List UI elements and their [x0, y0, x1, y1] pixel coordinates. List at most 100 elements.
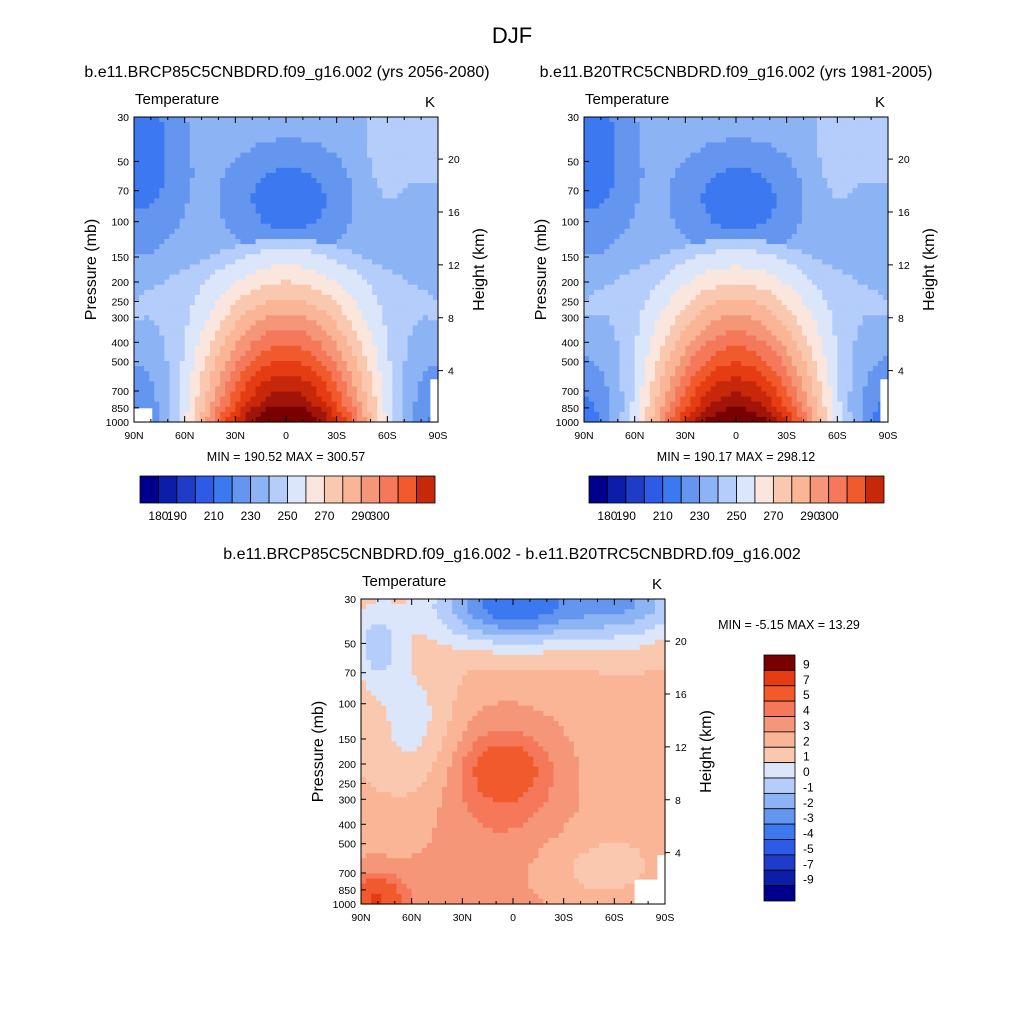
panel1-cell — [392, 335, 399, 342]
panel1-cell — [367, 172, 373, 179]
panel1-cell — [356, 223, 363, 230]
panel1-cell — [159, 396, 165, 403]
panel1-cell — [362, 122, 368, 128]
panel1-cell — [407, 198, 414, 205]
panel1-cell — [204, 350, 211, 357]
panel1-cell — [326, 264, 333, 271]
panel1-cell — [149, 142, 155, 149]
panel1-cell — [356, 350, 363, 357]
panel1-cell — [139, 193, 145, 199]
panel1-cell — [204, 315, 211, 321]
panel1-cell — [351, 193, 358, 199]
panel1-cell — [321, 335, 328, 342]
panel1-cell — [154, 371, 160, 377]
panel2-cell — [619, 193, 626, 199]
panel1-cell — [189, 376, 196, 382]
panel1-cell — [280, 259, 287, 266]
panel1-cell — [286, 274, 292, 281]
panel2-cell — [690, 218, 697, 225]
panel2-cell — [720, 213, 727, 220]
panel1-cell — [134, 117, 140, 123]
panel1-cell — [286, 391, 292, 398]
panel1-cell — [306, 127, 312, 133]
panel1-cell — [372, 117, 378, 123]
panel2-cell — [654, 132, 661, 138]
panel1-cell — [392, 233, 399, 240]
panel1-cell — [250, 122, 257, 128]
panel1-cell — [215, 335, 221, 342]
panel1-cell — [230, 355, 236, 362]
panel1-cell — [265, 300, 272, 306]
panel1-cell — [174, 320, 181, 327]
panel1-cell — [331, 228, 338, 235]
panel1-cell — [225, 386, 231, 393]
panel1-cell — [351, 310, 358, 316]
panel2-cell — [700, 218, 707, 225]
panel1-cell — [331, 289, 338, 296]
panel1-cell — [417, 228, 424, 235]
panel1-cell — [367, 152, 373, 159]
panel1-cell — [139, 137, 145, 144]
panel1-cell — [316, 264, 323, 271]
panel1-cell — [432, 361, 439, 367]
panel1-cell — [240, 315, 247, 321]
panel1-cell — [149, 167, 155, 174]
panel2-cell — [730, 213, 737, 220]
panel2-cell — [619, 167, 626, 174]
panel1-mask — [134, 408, 153, 422]
panel1-cell — [255, 345, 262, 352]
panel1-cell — [169, 289, 176, 296]
panel2-cell — [746, 183, 752, 189]
panel2-cell — [619, 137, 626, 144]
panel1-cell — [301, 264, 307, 271]
panel1-cell — [417, 315, 424, 321]
panel2-cell — [685, 167, 691, 174]
panel1-cell — [336, 228, 343, 235]
panel2-cell — [791, 157, 798, 164]
panel2-cell — [609, 127, 615, 133]
panel1-cell — [250, 396, 257, 403]
panel1-cell — [220, 386, 226, 393]
panel1-cell — [230, 208, 236, 215]
panel1-cell — [392, 183, 399, 189]
panel2-cell — [715, 218, 722, 225]
panel1-cell — [356, 345, 363, 352]
panel1-cell — [372, 416, 378, 423]
panel1-cell — [215, 218, 221, 225]
panel1-cell — [407, 305, 414, 311]
panel1-cell — [215, 300, 221, 306]
panel1-cell — [225, 198, 231, 205]
panel1-cell — [245, 411, 252, 418]
panel1-cell — [382, 371, 388, 377]
panel2-cell — [619, 132, 626, 138]
panel1-cell — [184, 325, 191, 332]
panel1-cell — [139, 147, 145, 154]
panel2-cell — [720, 142, 727, 149]
panel1-cell — [245, 350, 252, 357]
panel1-cell — [422, 305, 429, 311]
panel2-cell — [741, 178, 747, 184]
panel1-cell — [240, 361, 247, 367]
panel2-cell — [649, 137, 656, 144]
panel1-cell — [422, 218, 429, 225]
panel2-cell — [710, 218, 717, 225]
panel1-cell — [210, 198, 216, 205]
panel1-cell — [215, 386, 221, 393]
panel1-cell — [422, 381, 429, 388]
panel2-cell — [670, 132, 676, 138]
panel1-cell — [149, 355, 155, 362]
panel1-cell — [301, 152, 307, 159]
panel1-cell — [301, 228, 307, 235]
panel1-cell — [210, 274, 216, 281]
panel1-cell — [392, 218, 399, 225]
panel1-cell — [265, 350, 272, 357]
panel2-panel: Temperature Kb.e11.B20TRC5CNBDRD.f09_g16.… — [533, 64, 938, 442]
panel1-cell — [210, 305, 216, 311]
panel1-cell — [432, 147, 439, 154]
panel1-cell — [417, 381, 424, 388]
panel1-cell — [407, 172, 414, 179]
panel1-cell — [255, 162, 262, 169]
panel1-cell — [432, 142, 439, 149]
panel1-xtick-label: 30N — [226, 430, 245, 442]
panel1-cell — [387, 183, 393, 189]
